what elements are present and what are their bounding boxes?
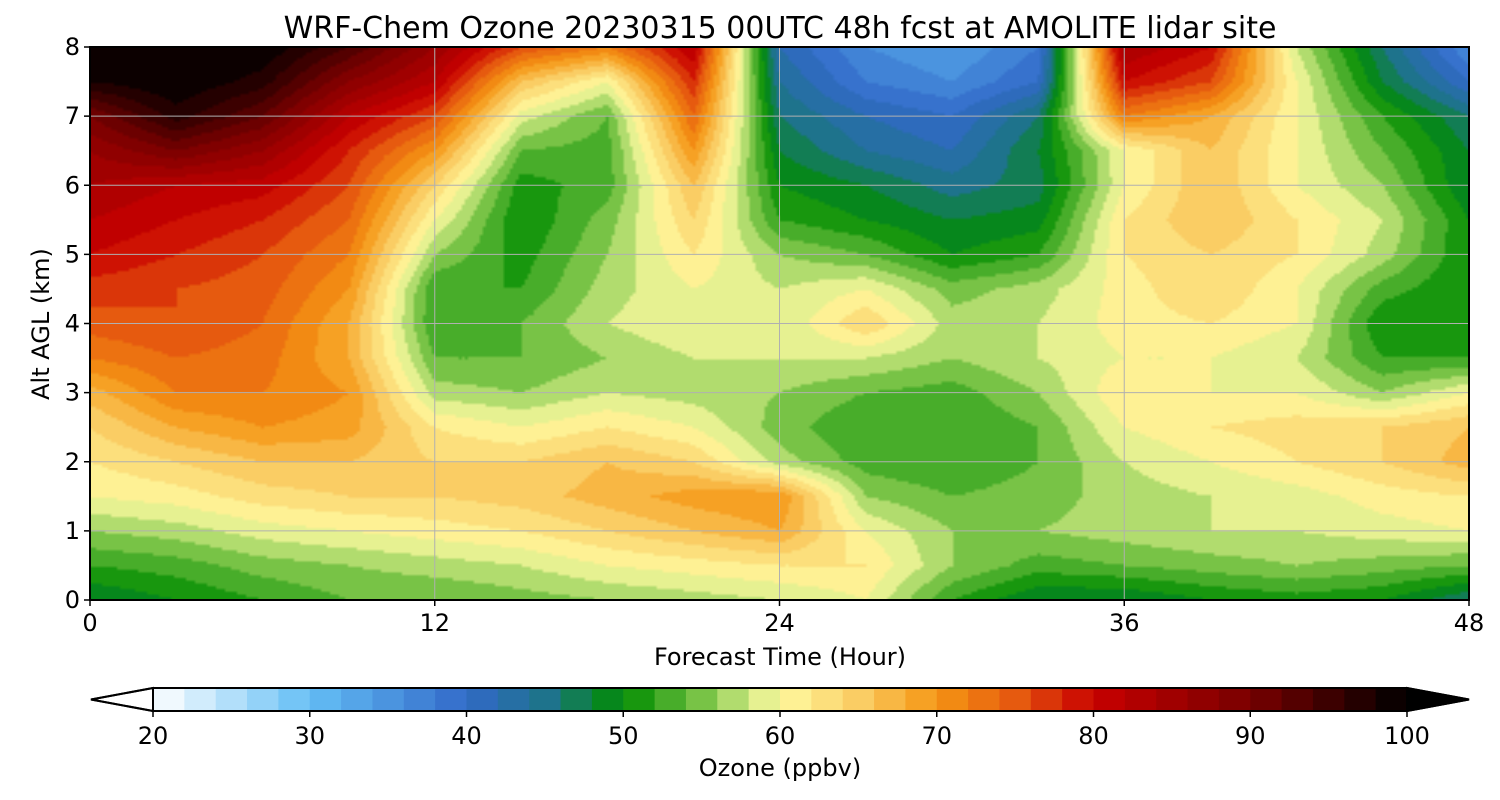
colorbar-swatch: [529, 688, 562, 711]
colorbar-swatch: [685, 688, 718, 711]
colorbar-swatch: [905, 688, 938, 711]
colorbar-swatch: [1124, 688, 1157, 711]
colorbar-swatch: [215, 688, 248, 711]
colorbar-swatch: [623, 688, 656, 711]
colorbar-swatch: [780, 688, 812, 711]
colorbar-swatch: [968, 688, 1001, 711]
colorbar-ticks: 20 30 40 50 60 70 80 90 100: [138, 711, 1430, 750]
colorbar-swatch: [560, 688, 593, 711]
colorbar-extend-high: [1406, 686, 1470, 713]
y-tick-label: 3: [65, 379, 80, 407]
x-tick-label: 12: [419, 609, 450, 637]
y-tick-label: 4: [65, 310, 80, 338]
colorbar-swatch: [591, 688, 624, 711]
colorbar-swatch: [435, 688, 468, 711]
colorbar-extend-low: [90, 686, 154, 713]
colorbar-swatch: [372, 688, 405, 711]
x-tick-label: 36: [1109, 609, 1140, 637]
y-tick-label: 5: [65, 240, 80, 268]
colorbar-swatch: [184, 688, 217, 711]
colorbar-swatch: [1281, 688, 1314, 711]
y-axis-label: Alt AGL (km): [27, 248, 55, 400]
chart-title: WRF-Chem Ozone 20230315 00UTC 48h fcst a…: [284, 11, 1277, 46]
colorbar-swatch: [403, 688, 436, 711]
x-tick-label: 0: [82, 609, 97, 637]
colorbar-swatch: [1156, 688, 1189, 711]
colorbar-tick-label: 70: [921, 722, 952, 750]
y-tick-label: 0: [65, 586, 80, 614]
colorbar-swatch: [1312, 688, 1345, 711]
colorbar-tick-label: 20: [138, 722, 169, 750]
y-axis-ticks: 0 1 2 3 4 5 6 7 8: [65, 33, 90, 614]
x-axis-label: Forecast Time (Hour): [654, 643, 906, 671]
colorbar-label: Ozone (ppbv): [699, 754, 861, 782]
colorbar-swatch: [466, 688, 499, 711]
colorbar-swatch: [717, 688, 750, 711]
colorbar-swatch: [654, 688, 687, 711]
colorbar-swatch: [247, 688, 279, 711]
y-tick-label: 8: [65, 33, 80, 61]
colorbar-swatch: [1250, 688, 1283, 711]
y-tick-label: 2: [65, 448, 80, 476]
y-tick-label: 1: [65, 517, 80, 545]
colorbar-tick-label: 40: [451, 722, 482, 750]
colorbar-swatch: [497, 688, 530, 711]
colorbar-swatch: [936, 688, 969, 711]
colorbar-swatch: [748, 688, 781, 711]
colorbar-tick-label: 100: [1384, 722, 1430, 750]
colorbar-swatch: [842, 688, 875, 711]
grid-lines: [90, 47, 1469, 600]
colorbar-swatch: [153, 688, 185, 711]
y-tick-label: 6: [65, 171, 80, 199]
colorbar-tick-label: 80: [1078, 722, 1109, 750]
colorbar-tick-label: 60: [765, 722, 796, 750]
y-tick-label: 7: [65, 102, 80, 130]
colorbar: [90, 686, 1470, 713]
x-axis-ticks: 0 12 24 36 48: [82, 600, 1484, 637]
colorbar-swatch: [1062, 688, 1095, 711]
x-tick-label: 24: [764, 609, 795, 637]
colorbar-swatch: [1344, 688, 1377, 711]
colorbar-swatch: [309, 688, 342, 711]
x-tick-label: 48: [1454, 609, 1485, 637]
colorbar-swatch: [1093, 688, 1126, 711]
colorbar-swatch: [341, 688, 374, 711]
colorbar-swatch: [278, 688, 311, 711]
colorbar-swatch: [874, 688, 906, 711]
colorbar-tick-label: 90: [1235, 722, 1266, 750]
colorbar-swatch: [999, 688, 1032, 711]
colorbar-swatch: [811, 688, 844, 711]
colorbar-tick-label: 30: [294, 722, 325, 750]
colorbar-swatch: [1030, 688, 1063, 711]
colorbar-tick-label: 50: [608, 722, 639, 750]
colorbar-swatch: [1187, 688, 1220, 711]
colorbar-swatch: [1218, 688, 1251, 711]
colorbar-swatch: [1375, 688, 1408, 711]
